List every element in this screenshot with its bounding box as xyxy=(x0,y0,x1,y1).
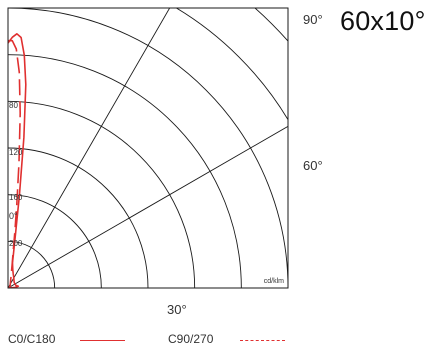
grid-arc xyxy=(8,194,102,288)
grid-arc xyxy=(8,147,149,288)
legend-label-c90-270: C90/270 xyxy=(168,332,214,346)
series-line-c0-c180 xyxy=(8,33,27,288)
radial-tick-label: 160 xyxy=(9,193,23,202)
radial-tick-label: 120 xyxy=(9,148,23,157)
legend-swatch-solid xyxy=(80,340,125,341)
grid-arc xyxy=(8,100,196,288)
grid-arc xyxy=(8,8,288,288)
legend-swatch-dashed xyxy=(240,340,285,341)
plot-area xyxy=(8,0,436,288)
angle-label-30: 30° xyxy=(167,302,187,317)
grid-arc xyxy=(254,8,288,42)
chart-title: 60x10° xyxy=(340,6,426,36)
grid-arc xyxy=(8,54,242,288)
legend-label-c0-c180: C0/C180 xyxy=(8,332,56,346)
radial-tick-label: 80 xyxy=(9,101,18,110)
unit-label: cd/klm xyxy=(264,278,284,285)
grid-arc xyxy=(175,8,288,121)
radial-tick-label: 200 xyxy=(9,239,23,248)
grid-arc xyxy=(8,0,428,288)
angle-label-60: 60° xyxy=(303,158,323,173)
grid-radial-60 xyxy=(8,125,288,288)
angle-label-90: 90° xyxy=(303,12,323,27)
grid-arc xyxy=(8,240,56,288)
radial-tick-label: 0° xyxy=(9,211,18,221)
plot-frame xyxy=(7,7,289,289)
grid-arc xyxy=(8,0,436,288)
grid-radial-30 xyxy=(8,8,171,288)
series-line-c90-270 xyxy=(8,39,21,288)
